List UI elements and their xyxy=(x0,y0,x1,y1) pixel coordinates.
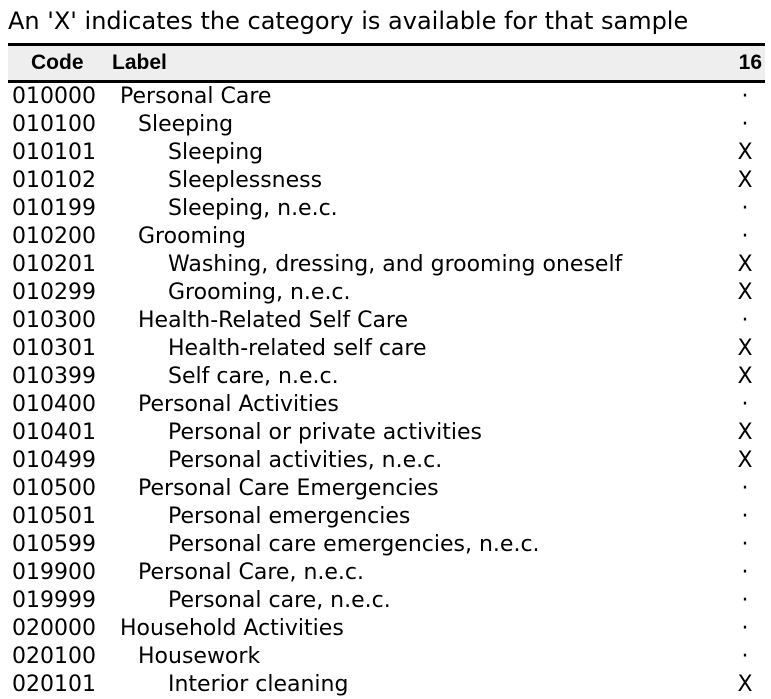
row-label: Washing, dressing, and grooming oneself xyxy=(168,252,623,277)
row-code: 010102 xyxy=(12,168,96,193)
row-code: 010399 xyxy=(12,364,96,389)
row-availability: X xyxy=(737,364,753,389)
table-row: 010500 Personal Care Emergencies · xyxy=(8,475,765,503)
table-row: 010599 Personal care emergencies, n.e.c. · xyxy=(8,531,765,559)
row-availability: · xyxy=(741,196,749,221)
row-label: Personal Care Emergencies xyxy=(138,476,439,501)
row-code: 010200 xyxy=(12,224,96,249)
table-row: 010399 Self care, n.e.c. X xyxy=(8,363,765,391)
row-code: 010301 xyxy=(12,336,96,361)
category-table: Code Label 16 010000 Personal Care · 010100… xyxy=(8,43,765,699)
row-code: 010000 xyxy=(12,84,96,109)
row-availability: · xyxy=(741,560,749,585)
row-label: Personal Care xyxy=(120,84,272,109)
row-label: Sleeping xyxy=(138,112,234,137)
row-availability: · xyxy=(741,308,749,333)
row-label: Health-Related Self Care xyxy=(138,308,409,333)
row-availability: · xyxy=(741,112,749,137)
table-header: Code Label 16 xyxy=(8,46,765,80)
availability-note: An 'X' indicates the category is availab… xyxy=(8,7,689,35)
row-label: Health-related self care xyxy=(168,336,427,361)
row-label: Household Activities xyxy=(120,616,344,641)
row-code: 020100 xyxy=(12,644,96,669)
row-availability: X xyxy=(737,672,753,697)
row-code: 019900 xyxy=(12,560,96,585)
table-row: 020100 Housework · xyxy=(8,643,765,671)
row-availability: X xyxy=(737,252,753,277)
row-label: Sleeplessness xyxy=(168,168,323,193)
row-code: 010300 xyxy=(12,308,96,333)
table-row: 020101 Interior cleaning X xyxy=(8,671,765,699)
header-label: Label xyxy=(112,51,167,74)
table-row: 010501 Personal emergencies · xyxy=(8,503,765,531)
row-availability: · xyxy=(741,616,749,641)
table-row: 010199 Sleeping, n.e.c. · xyxy=(8,195,765,223)
row-label: Personal emergencies xyxy=(168,504,411,529)
row-label: Housework xyxy=(138,644,261,669)
row-code: 010400 xyxy=(12,392,96,417)
table-row: 010201 Washing, dressing, and grooming on… xyxy=(8,251,765,279)
row-availability: X xyxy=(737,168,753,193)
row-code: 010100 xyxy=(12,112,96,137)
row-code: 010201 xyxy=(12,252,96,277)
row-availability: X xyxy=(737,280,753,305)
table-top-rule xyxy=(8,43,765,46)
row-label: Grooming, n.e.c. xyxy=(168,280,351,305)
table-row: 019999 Personal care, n.e.c. · xyxy=(8,587,765,615)
row-availability: X xyxy=(737,448,753,473)
table-row: 010499 Personal activities, n.e.c. X xyxy=(8,447,765,475)
row-label: Personal or private activities xyxy=(168,420,482,445)
table-row: 010101 Sleeping X xyxy=(8,139,765,167)
row-availability: · xyxy=(741,532,749,557)
row-code: 010101 xyxy=(12,140,96,165)
row-code: 010199 xyxy=(12,196,96,221)
row-availability: · xyxy=(741,588,749,613)
row-label: Sleeping, n.e.c. xyxy=(168,196,338,221)
row-availability: X xyxy=(737,140,753,165)
row-code: 010599 xyxy=(12,532,96,557)
row-availability: · xyxy=(741,84,749,109)
row-availability: · xyxy=(741,644,749,669)
row-code: 010299 xyxy=(12,280,96,305)
table-row: 010300 Health-Related Self Care · xyxy=(8,307,765,335)
row-label: Grooming xyxy=(138,224,246,249)
row-label: Sleeping xyxy=(168,140,264,165)
table-row: 010000 Personal Care · xyxy=(8,83,765,111)
table-row: 010100 Sleeping · xyxy=(8,111,765,139)
table-row: 010401 Personal or private activities X xyxy=(8,419,765,447)
row-code: 020000 xyxy=(12,616,96,641)
table-row: 010400 Personal Activities · xyxy=(8,391,765,419)
row-availability: · xyxy=(741,476,749,501)
table-row: 010301 Health-related self care X xyxy=(8,335,765,363)
row-code: 010500 xyxy=(12,476,96,501)
header-sample: 16 xyxy=(738,51,762,74)
row-code: 010499 xyxy=(12,448,96,473)
row-label: Personal activities, n.e.c. xyxy=(168,448,443,473)
row-code: 010401 xyxy=(12,420,96,445)
row-availability: · xyxy=(741,392,749,417)
row-label: Personal Activities xyxy=(138,392,339,417)
table-row: 020000 Household Activities · xyxy=(8,615,765,643)
row-code: 019999 xyxy=(12,588,96,613)
table-header-rule xyxy=(8,80,765,83)
table-row: 010299 Grooming, n.e.c. X xyxy=(8,279,765,307)
row-label: Personal Care, n.e.c. xyxy=(138,560,364,585)
row-label: Self care, n.e.c. xyxy=(168,364,339,389)
header-code: Code xyxy=(31,51,84,74)
row-code: 010501 xyxy=(12,504,96,529)
row-label: Personal care, n.e.c. xyxy=(168,588,391,613)
table-body: 010000 Personal Care · 010100 Sleeping · 01010… xyxy=(8,83,765,699)
row-availability: X xyxy=(737,420,753,445)
row-label: Interior cleaning xyxy=(168,672,349,697)
row-availability: · xyxy=(741,504,749,529)
row-availability: X xyxy=(737,336,753,361)
table-row: 019900 Personal Care, n.e.c. · xyxy=(8,559,765,587)
row-label: Personal care emergencies, n.e.c. xyxy=(168,532,540,557)
row-code: 020101 xyxy=(12,672,96,697)
row-availability: · xyxy=(741,224,749,249)
table-row: 010200 Grooming · xyxy=(8,223,765,251)
table-row: 010102 Sleeplessness X xyxy=(8,167,765,195)
